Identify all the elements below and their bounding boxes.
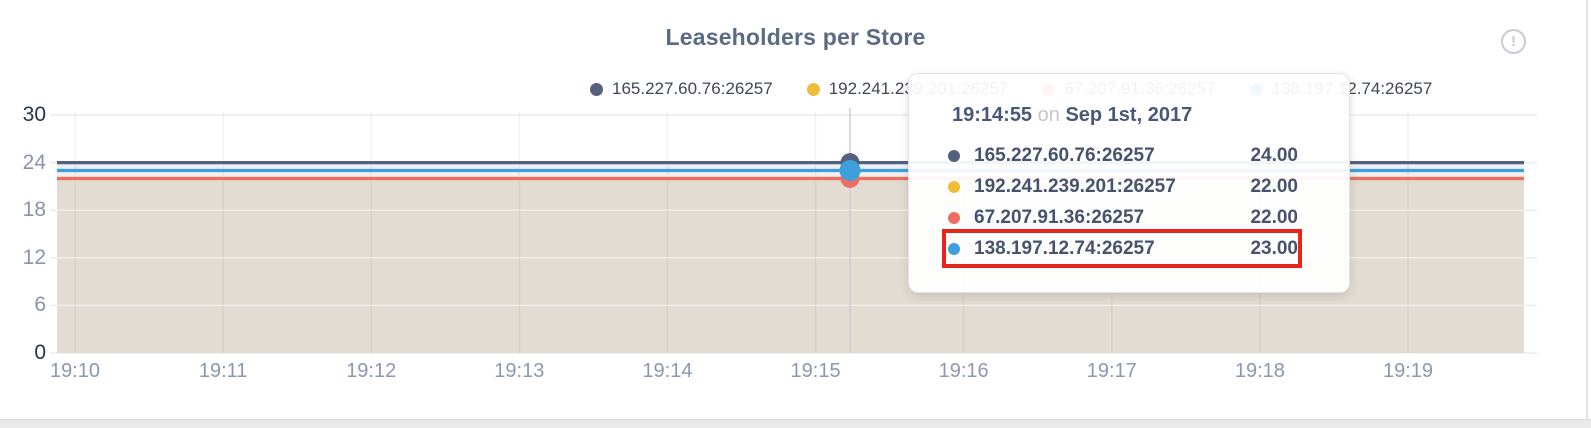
tooltip-connector: on	[1037, 104, 1060, 126]
y-axis-label: 24	[22, 150, 46, 174]
x-axis-label: 19:18	[1234, 360, 1285, 382]
legend-item-label: 165.227.60.76:26257	[612, 79, 773, 98]
area-band-mid	[57, 171, 1524, 179]
tooltip-row: 192.241.239.201:26257 22.00	[946, 171, 1298, 202]
chart-tooltip: 19:14:55 on Sep 1st, 2017 165.227.60.76:…	[908, 73, 1350, 293]
tooltip-row: 165.227.60.76:26257 24.00	[946, 140, 1298, 171]
tooltip-timestamp: 19:14:55 on Sep 1st, 2017	[952, 104, 1349, 127]
tooltip-series-dot	[948, 242, 960, 255]
x-axis-label: 19:13	[494, 360, 545, 382]
x-axis-label: 19:11	[198, 360, 248, 382]
hover-point-dot	[839, 160, 861, 182]
x-axis-label: 19:10	[49, 360, 101, 382]
tooltip-series-value: 24.00	[1250, 144, 1298, 166]
tooltip-row: 67.207.91.36:26257 22.00	[946, 202, 1298, 233]
tooltip-time: 19:14:55	[952, 104, 1033, 126]
scrollbar-track[interactable]	[1586, 0, 1588, 419]
tooltip-row-highlighted: 138.197.12.74:26257 23.00	[942, 229, 1302, 268]
y-axis-label: 18	[22, 198, 46, 222]
x-axis-label: 19:17	[1086, 360, 1137, 382]
y-axis-label: 30	[22, 103, 46, 126]
tooltip-series-dot	[948, 149, 960, 162]
page-title: Leaseholders per Store	[665, 24, 926, 50]
x-axis-label: 19:16	[938, 360, 989, 382]
tooltip-rows: 165.227.60.76:26257 24.00 192.241.239.201:…	[942, 140, 1349, 268]
tooltip-series-dot	[948, 211, 960, 224]
legend-series-dot	[590, 82, 603, 96]
tooltip-series-value: 22.00	[1250, 206, 1298, 228]
x-axis-label: 19:12	[346, 360, 397, 382]
y-axis-label: 6	[34, 293, 46, 317]
tooltip-date: Sep 1st, 2017	[1065, 104, 1193, 126]
tooltip-series-dot	[948, 180, 960, 193]
tooltip-series-label: 192.241.239.201:26257	[974, 175, 1176, 197]
tooltip-series-label: 138.197.12.74:26257	[974, 237, 1155, 259]
x-axis-label: 19:14	[642, 360, 693, 382]
area-band-top	[57, 163, 1524, 171]
y-axis-label: 0	[34, 341, 46, 364]
tooltip-series-value: 22.00	[1250, 175, 1298, 197]
tooltip-series-label: 67.207.91.36:26257	[974, 206, 1145, 228]
tooltip-series-value: 23.00	[1250, 237, 1298, 259]
x-axis-label: 19:19	[1382, 360, 1434, 382]
tooltip-series-label: 165.227.60.76:26257	[974, 144, 1155, 166]
legend-series-dot	[806, 82, 820, 96]
legend-item[interactable]: 165.227.60.76:26257	[590, 79, 773, 99]
page-bottom-strip	[0, 419, 1591, 428]
y-axis-label: 12	[22, 245, 46, 269]
x-axis-label: 19:15	[790, 360, 841, 382]
info-icon[interactable]: !	[1501, 29, 1526, 54]
